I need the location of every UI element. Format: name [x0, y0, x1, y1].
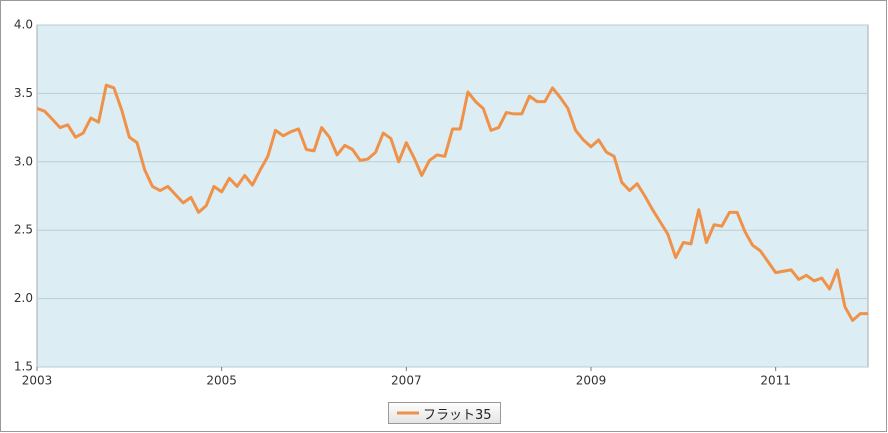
x-tick-label: 2009 [576, 374, 607, 388]
y-tick-label: 4.0 [14, 18, 33, 32]
legend-swatch [397, 411, 419, 415]
plot-area [36, 24, 869, 368]
x-tick-label: 2011 [760, 374, 791, 388]
legend-label: フラット35 [423, 407, 492, 423]
x-tick-label: 2007 [391, 374, 422, 388]
y-tick-label: 1.5 [14, 360, 33, 374]
line-series [36, 83, 868, 322]
x-tick-label: 2003 [22, 374, 53, 388]
x-tick-label: 2005 [206, 374, 237, 388]
y-tick-label: 2.0 [14, 291, 33, 305]
legend-button[interactable]: フラット35 [388, 402, 501, 424]
y-tick-label: 3.0 [14, 154, 33, 168]
y-tick-label: 2.5 [14, 223, 33, 237]
y-tick-label: 3.5 [14, 86, 33, 100]
